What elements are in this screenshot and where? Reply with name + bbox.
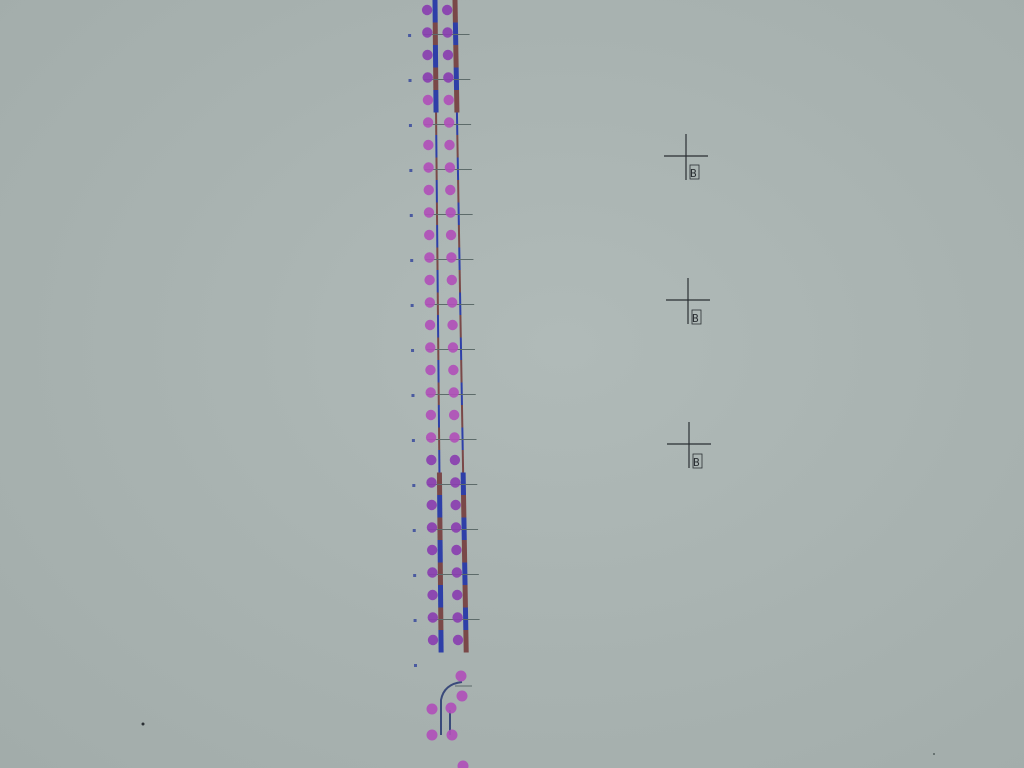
base-dot: [423, 162, 434, 173]
base-dot: [422, 27, 433, 38]
hairpin-dot: [446, 729, 458, 741]
base-dot: [449, 454, 461, 466]
base-dot: [425, 387, 436, 398]
side-tick: [408, 124, 412, 127]
marker-box: [692, 453, 703, 469]
base-dot: [450, 499, 461, 511]
base-dot: [422, 94, 434, 106]
hairpin-strand: [440, 681, 463, 735]
hairpin-dot: [445, 702, 457, 714]
base-dot: [447, 342, 459, 353]
base-dot: [426, 477, 437, 488]
base-dot: [426, 499, 437, 511]
ladder-structure: [421, 0, 480, 653]
base-dot: [444, 139, 455, 151]
side-tick: [412, 529, 416, 532]
base-dot: [424, 252, 435, 263]
base-dot: [451, 567, 463, 578]
base-dot: [422, 49, 433, 61]
hairpin-dot: [455, 670, 467, 682]
marker-label: B: [693, 456, 700, 469]
marker-label: B: [690, 167, 697, 180]
base-dot: [422, 72, 433, 83]
hairpin-dot: [457, 760, 469, 768]
base-dot: [424, 319, 436, 331]
base-dot: [450, 477, 461, 488]
base-dot: [452, 589, 463, 601]
base-dot: [442, 27, 453, 38]
base-dot: [423, 139, 434, 151]
dust-speck: [933, 753, 935, 755]
base-dot: [443, 117, 455, 128]
base-dot: [425, 364, 436, 376]
base-dot: [446, 274, 458, 286]
side-tick: [408, 79, 412, 82]
base-dot: [422, 117, 434, 128]
base-dot: [446, 252, 457, 263]
side-tick: [408, 34, 412, 37]
side-tick: [411, 394, 415, 397]
side-tick: [409, 214, 413, 217]
marker-box: [691, 309, 702, 325]
base-dot: [448, 409, 460, 421]
base-dot: [423, 207, 435, 218]
base-dot: [423, 184, 434, 196]
side-tick: [410, 304, 414, 307]
hairpin-structure: [426, 670, 472, 768]
base-dot: [427, 589, 438, 601]
base-dot: [427, 567, 438, 578]
base-dot: [424, 229, 435, 241]
base-dot: [448, 387, 459, 398]
base-dot: [426, 522, 438, 533]
base-dot: [452, 634, 464, 646]
base-dot: [446, 297, 458, 308]
base-dot: [450, 522, 462, 533]
base-dot: [451, 544, 462, 556]
base-dot: [427, 634, 439, 646]
base-dot: [424, 297, 436, 308]
side-tick: [409, 169, 413, 172]
hairpin-dot: [426, 729, 438, 741]
crosshair-marker-2: B: [666, 278, 710, 325]
base-dot: [443, 94, 454, 106]
marker-label: B: [692, 312, 699, 325]
base-dot: [424, 274, 435, 286]
marker-box: [689, 164, 700, 180]
base-dot: [426, 454, 437, 466]
base-dot: [452, 612, 463, 623]
base-dot: [448, 364, 459, 376]
base-dot: [444, 162, 456, 173]
base-dot: [426, 544, 438, 556]
side-tick: [411, 439, 415, 442]
base-dot: [445, 229, 457, 241]
base-dot: [443, 72, 454, 83]
base-dot: [427, 612, 438, 623]
hairpin-dot: [426, 703, 438, 715]
side-tick: [410, 259, 414, 262]
base-dot: [445, 207, 456, 218]
dust-speck: [141, 722, 145, 726]
side-tick: [413, 574, 417, 577]
crosshair-marker-1: B: [664, 134, 708, 180]
base-dot: [449, 432, 460, 443]
side-tick: [411, 349, 415, 352]
base-dot: [421, 4, 433, 16]
side-tick: [414, 664, 417, 667]
side-tick: [413, 619, 417, 622]
hairpin-dot: [456, 690, 468, 702]
base-dot: [425, 342, 436, 353]
side-tick: [412, 484, 416, 487]
base-dot: [442, 49, 454, 61]
base-dot: [441, 4, 453, 16]
base-dot: [445, 184, 456, 196]
side-tick-marks: [408, 34, 417, 667]
base-dot: [425, 432, 437, 443]
base-dot: [447, 319, 458, 331]
base-dot: [425, 409, 437, 421]
crosshair-marker-3: B: [667, 422, 711, 469]
